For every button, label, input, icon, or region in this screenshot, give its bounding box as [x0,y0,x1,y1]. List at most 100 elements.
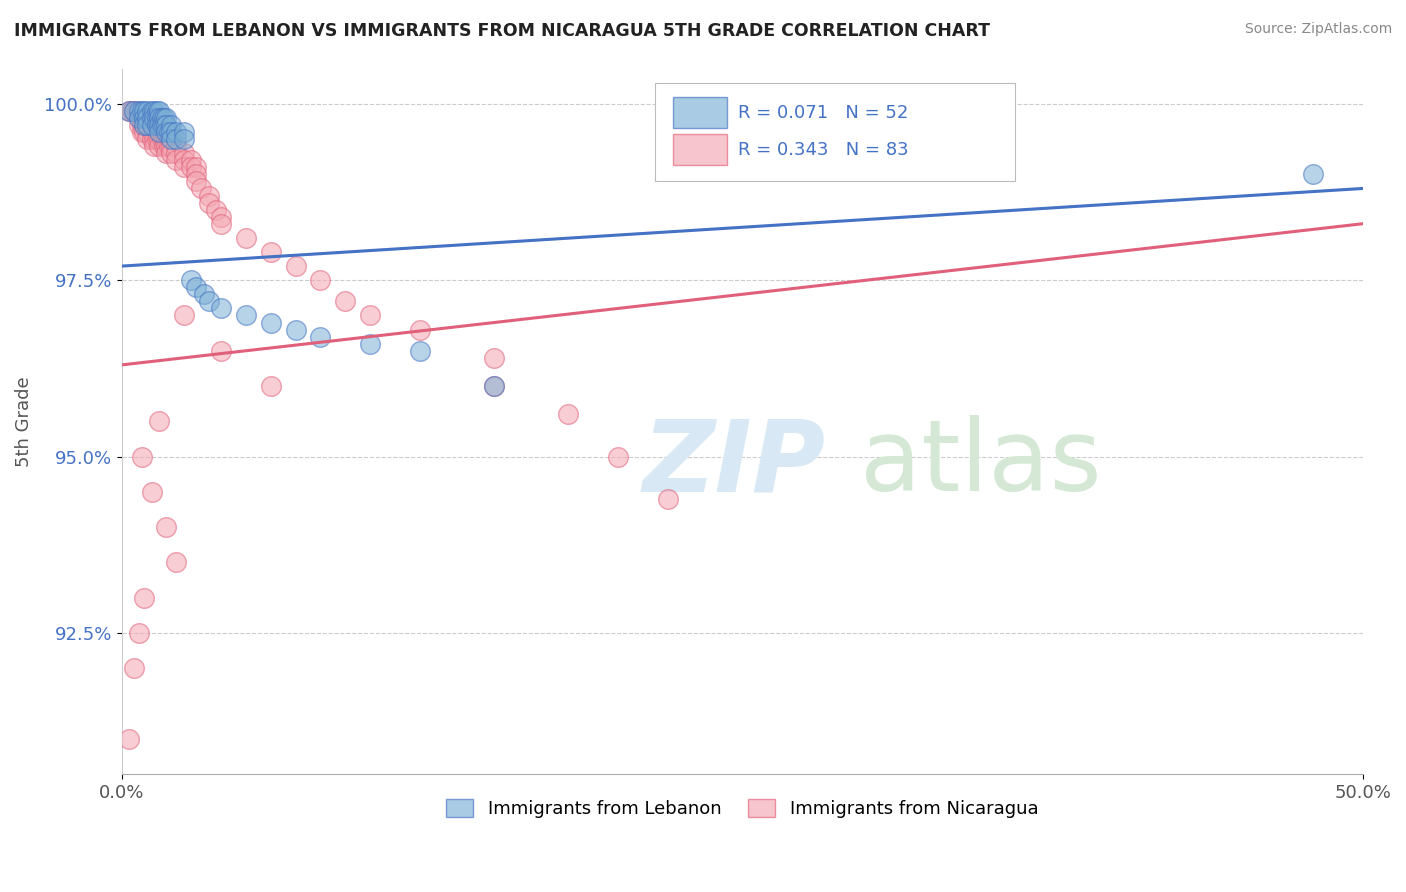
Point [134,118,156,132]
Point [155,111,177,125]
Point [135,125,157,139]
Point [145,111,167,125]
Point [148,125,170,139]
Point [284,259,307,273]
Point [186,280,208,294]
Point [1302,167,1324,181]
Point [160,118,183,132]
Point [150,132,173,146]
Point [121,103,143,118]
Point [148,125,170,139]
Point [143,139,166,153]
Point [165,146,187,161]
Point [134,111,156,125]
Point [148,118,170,132]
Point [150,125,173,139]
Point [197,188,219,202]
Y-axis label: 5th Grade: 5th Grade [15,376,32,467]
Point [131,125,153,139]
Point [186,167,208,181]
Point [155,125,177,139]
Point [148,139,170,153]
Point [160,132,183,146]
Point [309,273,332,287]
Point [173,146,195,161]
Point [260,316,283,330]
Point [160,132,183,146]
Point [145,132,167,146]
Point [131,450,153,464]
Point [205,202,228,217]
Text: R = 0.071   N = 52: R = 0.071 N = 52 [738,104,908,122]
Point [157,125,180,139]
Point [165,139,187,153]
Point [134,125,156,139]
Point [209,217,232,231]
Point [134,591,156,605]
Text: IMMIGRANTS FROM LEBANON VS IMMIGRANTS FROM NICARAGUA 5TH GRADE CORRELATION CHART: IMMIGRANTS FROM LEBANON VS IMMIGRANTS FR… [14,22,990,40]
Point [118,103,141,118]
Point [155,146,177,161]
FancyBboxPatch shape [655,83,1015,181]
Point [128,111,150,125]
Point [141,118,163,132]
Point [131,118,153,132]
Point [128,111,150,125]
Point [197,294,219,309]
Point [143,111,166,125]
Point [157,132,180,146]
Point [141,103,163,118]
Point [148,414,170,428]
Point [165,132,187,146]
Point [180,273,202,287]
Point [482,379,505,393]
Point [131,111,153,125]
Point [134,111,156,125]
Point [260,244,283,259]
Point [153,118,176,132]
Point [150,111,173,125]
Point [145,103,167,118]
Point [333,294,356,309]
Point [557,407,579,421]
Point [131,103,153,118]
FancyBboxPatch shape [672,134,727,165]
Point [155,132,177,146]
Point [173,125,195,139]
Point [141,118,163,132]
Point [209,210,232,224]
Point [979,103,1001,118]
Point [145,118,167,132]
Point [135,118,157,132]
Point [284,323,307,337]
Point [155,139,177,153]
Point [408,343,430,358]
Text: ZIP: ZIP [643,415,825,512]
Point [309,329,332,343]
Point [118,731,141,746]
Point [148,103,170,118]
Point [165,153,187,168]
Point [118,103,141,118]
Point [141,111,163,125]
Point [155,125,177,139]
Point [173,132,195,146]
Point [173,153,195,168]
Point [150,118,173,132]
Point [122,103,145,118]
Point [657,491,679,506]
Point [141,125,163,139]
Point [482,379,505,393]
Point [173,309,195,323]
Point [153,111,176,125]
Point [157,139,180,153]
Point [165,125,187,139]
Point [235,231,257,245]
Point [143,118,166,132]
Point [155,520,177,534]
Point [160,146,183,161]
Point [153,132,176,146]
Point [235,309,257,323]
Point [193,287,215,301]
Text: atlas: atlas [860,415,1102,512]
